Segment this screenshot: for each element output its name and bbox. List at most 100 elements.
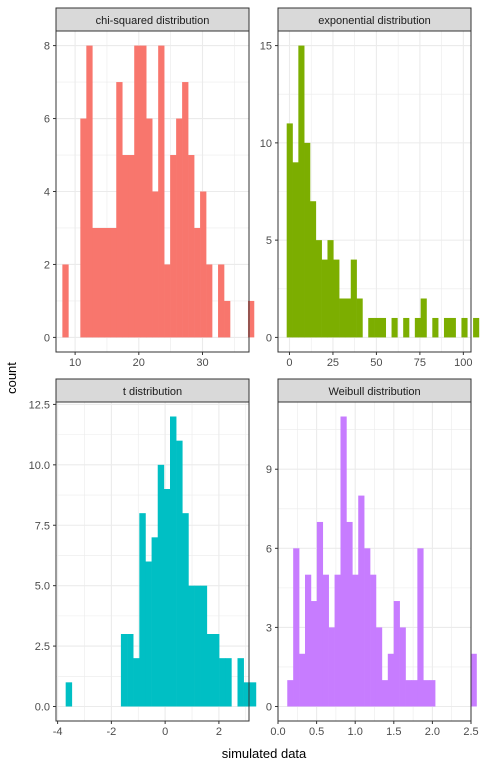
- histogram-bar: [188, 585, 195, 707]
- histogram-bar: [399, 627, 406, 707]
- x-tick-label: 25: [327, 357, 339, 369]
- histogram-bar: [200, 585, 208, 707]
- histogram-bar: [140, 45, 147, 338]
- y-tick-label: 0.0: [35, 702, 50, 714]
- histogram-bar: [310, 601, 318, 707]
- histogram-bar: [364, 548, 371, 707]
- histogram-bar: [346, 521, 353, 707]
- y-tick-label: 5.0: [35, 581, 50, 593]
- y-tick-label: 6: [44, 114, 50, 126]
- histogram-bar: [170, 416, 177, 707]
- histogram-bar: [473, 317, 480, 338]
- facet-title: Weibull distribution: [328, 386, 420, 398]
- histogram-bar: [151, 537, 159, 707]
- y-tick-label: 4: [44, 187, 50, 199]
- histogram-bar: [293, 548, 300, 707]
- histogram-bar: [194, 227, 201, 338]
- x-tick-label: 30: [196, 357, 208, 369]
- histogram-bar: [218, 264, 225, 338]
- histogram-bar: [164, 264, 171, 338]
- histogram-bar: [370, 574, 377, 707]
- histogram-bar: [350, 259, 357, 338]
- histogram-bar: [315, 240, 322, 338]
- y-tick-label: 6: [266, 543, 272, 555]
- histogram-bar: [403, 317, 410, 338]
- histogram-bar: [334, 574, 341, 707]
- x-tick-label: 1.0: [348, 726, 363, 738]
- histogram-bar: [224, 300, 231, 338]
- x-tick-label: 2.0: [425, 726, 440, 738]
- facet-title: t distribution: [123, 386, 182, 398]
- histogram-bar: [225, 658, 232, 707]
- x-tick-label: -4: [53, 726, 63, 738]
- histogram-bar: [127, 634, 134, 707]
- histogram-bar: [110, 227, 117, 338]
- histogram-bar: [309, 201, 317, 338]
- panel-border: [277, 401, 472, 722]
- histogram-bar: [299, 653, 306, 707]
- y-axis-title: count: [4, 362, 19, 394]
- histogram-bar: [340, 416, 347, 707]
- histogram-bar: [432, 317, 439, 338]
- x-axis-title: simulated data: [222, 746, 307, 761]
- histogram-bar: [182, 82, 189, 338]
- histogram-bar: [358, 495, 365, 707]
- histogram-bar: [405, 680, 412, 707]
- histogram-bar: [461, 317, 468, 338]
- facet-title: exponential distribution: [318, 15, 431, 27]
- histogram-bar: [391, 317, 398, 338]
- y-tick-label: 8: [44, 41, 50, 53]
- facet-chi-squared: chi-squared distribution 10 20 30 0 2 4 6 8: [44, 7, 255, 369]
- histogram-bar: [333, 259, 340, 338]
- y-tick-label: 0: [266, 702, 272, 714]
- histogram-bar: [212, 634, 220, 707]
- y-tick-label: 10: [260, 138, 272, 150]
- histogram-bar: [170, 155, 177, 338]
- x-tick-label: 10: [69, 357, 81, 369]
- histogram-bar: [206, 634, 214, 707]
- y-tick-label: 7.5: [35, 520, 50, 532]
- histogram-bar: [328, 627, 335, 707]
- histogram-bar: [379, 317, 387, 338]
- histogram-bar: [316, 521, 324, 707]
- histogram-bar: [146, 118, 153, 338]
- histogram-bar: [339, 298, 346, 338]
- histogram-bar: [86, 45, 93, 338]
- x-tick-label: 0: [286, 357, 292, 369]
- histogram-bar: [305, 574, 312, 707]
- histogram-bar: [420, 298, 427, 338]
- histogram-bar: [304, 142, 311, 338]
- histogram-bar: [128, 155, 135, 338]
- histogram-bar: [352, 574, 359, 707]
- histogram-bar: [62, 264, 69, 338]
- histogram-bar: [344, 298, 352, 338]
- x-tick-label: 2: [216, 726, 222, 738]
- y-tick-label: 2: [44, 259, 50, 271]
- histogram-bar: [188, 155, 195, 338]
- histogram-bar: [163, 489, 171, 707]
- facet-weibull: Weibull distribution 0.0 0.5 1.0 1.5 2.0 2.5 0 3…: [266, 378, 479, 738]
- histogram-bar: [414, 317, 421, 338]
- histogram-bar: [237, 658, 244, 707]
- facet-exponential: exponential distribution 0 25 50 75 100 0 5 10 15: [260, 7, 480, 369]
- histogram-bar: [356, 298, 363, 338]
- histogram-bar: [158, 45, 165, 338]
- facet-t: t distribution -4 -2 0 2 0.0 2.5 5.0 7.5 10.0 12.5: [29, 378, 257, 738]
- histogram-bar: [321, 259, 328, 338]
- histogram-bar: [206, 264, 213, 338]
- histogram-bar: [92, 227, 99, 338]
- x-tick-label: 0: [162, 726, 168, 738]
- histogram-bar: [411, 680, 418, 707]
- histogram-bar: [374, 317, 381, 338]
- y-tick-label: 9: [266, 464, 272, 476]
- histogram-bar: [134, 45, 141, 338]
- histogram-bar: [423, 680, 430, 707]
- histogram-bar: [327, 240, 334, 338]
- x-tick-label: 100: [454, 357, 472, 369]
- histogram-bar: [243, 682, 251, 707]
- histogram-bar: [80, 118, 87, 338]
- x-tick-label: 20: [133, 357, 145, 369]
- histogram-bar: [322, 574, 329, 707]
- histogram-bar: [292, 162, 299, 338]
- y-tick-label: 0: [44, 332, 50, 344]
